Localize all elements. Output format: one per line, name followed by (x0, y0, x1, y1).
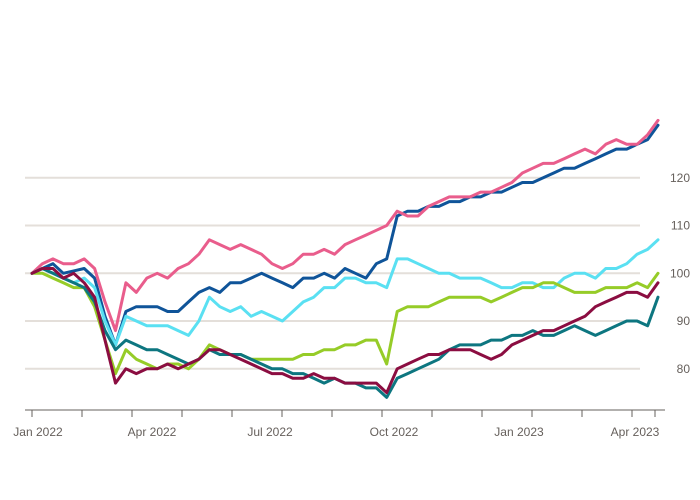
series-line-3 (30, 238, 660, 347)
x-tick-label: Oct 2022 (370, 425, 419, 439)
y-axis: 80 90 100 110 120 (670, 171, 690, 376)
y-tick-label: 120 (670, 171, 690, 185)
y-tick-label: 110 (671, 219, 690, 233)
x-tick-label: Jul 2022 (247, 425, 293, 439)
series-line-4 (30, 271, 660, 376)
series-line-6 (30, 267, 660, 395)
x-tick-label: Apr 2023 (611, 425, 660, 439)
x-tick-label: Jan 2022 (13, 425, 63, 439)
series-lines (30, 118, 660, 399)
y-tick-label: 100 (670, 266, 690, 280)
series-line-2 (30, 118, 660, 333)
gridlines (25, 176, 640, 370)
series-line-1 (30, 123, 660, 347)
x-tick-label: Jan 2023 (494, 425, 544, 439)
x-tick-label: Apr 2022 (128, 425, 177, 439)
x-axis: Jan 2022 Apr 2022 Jul 2022 Oct 2022 Jan 2023… (13, 409, 665, 439)
y-tick-label: 80 (677, 362, 691, 376)
y-tick-label: 90 (677, 314, 691, 328)
